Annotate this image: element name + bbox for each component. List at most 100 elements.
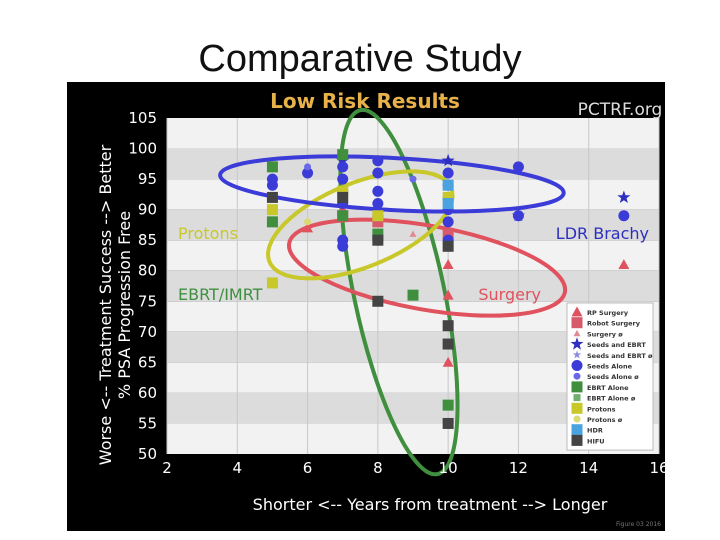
seeds-alone-point	[618, 210, 630, 222]
protons-point	[266, 204, 278, 216]
legend-marker	[571, 381, 583, 393]
y-tick-label: 65	[138, 353, 157, 371]
annotation-surgery: Surgery	[478, 285, 541, 304]
robot-surgery-point	[442, 228, 454, 240]
y-tick-label: 60	[138, 384, 157, 402]
x-tick-label: 6	[303, 459, 313, 477]
y-axis-label: Worse <-- Treatment Success --> Better	[96, 144, 115, 465]
protons-point	[304, 218, 312, 226]
legend-label: HDR	[587, 427, 603, 435]
legend-label: Seeds and EBRT	[587, 341, 646, 349]
annotation-ldr-brachy: LDR Brachy	[556, 224, 649, 243]
slide-title: Comparative Study	[198, 38, 522, 80]
legend-marker	[571, 317, 583, 329]
legend-label: EBRT Alone	[587, 384, 629, 392]
legend-marker	[573, 394, 581, 402]
seeds-alone-point	[442, 167, 454, 179]
x-tick-label: 8	[373, 459, 383, 477]
seeds-alone-point	[304, 163, 312, 171]
rp-surgery-point	[302, 222, 314, 233]
plot-band	[167, 118, 659, 149]
y-tick-label: 55	[138, 414, 157, 432]
x-tick-label: 14	[579, 459, 598, 477]
y-axis-label-secondary: % PSA Progression Free	[115, 211, 134, 399]
x-tick-label: 4	[233, 459, 243, 477]
annotation-protons: Protons	[178, 224, 238, 243]
legend-label: HIFU	[587, 437, 605, 445]
seeds-alone-point	[337, 161, 349, 173]
y-tick-label: 50	[138, 445, 157, 463]
legend-marker	[573, 329, 581, 337]
rp-surgery-point	[618, 259, 630, 270]
seeds-alone-point	[409, 175, 417, 183]
legend-marker	[573, 372, 581, 380]
hifu-point	[372, 234, 384, 246]
ebrt-alone-point	[266, 216, 278, 228]
hifu-point	[266, 191, 278, 203]
hifu-point	[442, 320, 454, 332]
x-tick-label: 16	[649, 459, 665, 477]
legend-marker	[571, 402, 583, 414]
surgery-point	[409, 230, 417, 237]
seeds-and-ebrt-point	[441, 153, 455, 167]
legend-label: Seeds Alone	[587, 363, 633, 371]
x-axis-label: Shorter <-- Years from treatment --> Lon…	[253, 495, 608, 514]
legend-label: Seeds and EBRT ø	[587, 352, 653, 360]
protons-point	[442, 191, 454, 203]
ebrt-alone-point	[337, 149, 349, 161]
x-tick-label: 2	[162, 459, 172, 477]
ebrt-group-ellipse	[338, 107, 460, 477]
legend-label: Robot Surgery	[587, 320, 641, 328]
legend-label: Seeds Alone ø	[587, 373, 639, 381]
chart-figure: 2 4 6 8 10 12 14 16 50 55 60 65 70 75 80 85 90 95 100 105 P…	[67, 82, 665, 531]
seeds-alone-point	[266, 179, 278, 191]
annotation-ebrt-imrt: EBRT/IMRT	[178, 285, 263, 304]
legend-label: Protons	[587, 405, 616, 413]
legend-label: RP Surgery	[587, 309, 629, 317]
y-tick-label: 95	[138, 170, 157, 188]
protons-point	[266, 277, 278, 289]
x-tick-label: 12	[509, 459, 528, 477]
hifu-point	[337, 191, 349, 203]
hifu-point	[442, 240, 454, 252]
y-tick-label: 85	[138, 231, 157, 249]
rp-surgery-point	[442, 259, 454, 270]
seeds-alone-point	[512, 161, 524, 173]
legend-marker	[571, 424, 583, 436]
ebrt-alone-point	[372, 228, 384, 240]
legend-marker	[571, 434, 583, 446]
seeds-alone-point	[372, 167, 384, 179]
seeds-alone-point	[302, 167, 314, 179]
robot-surgery-point	[372, 216, 384, 228]
seeds-alone-point	[337, 240, 349, 252]
rp-surgery-point	[442, 289, 454, 300]
legend-marker	[572, 350, 582, 359]
hdr-point	[442, 198, 454, 210]
protons-point	[337, 185, 349, 197]
hifu-point	[372, 295, 384, 307]
watermark-text: PCTRF.org	[578, 100, 663, 120]
chart-title: Low Risk Results	[270, 89, 460, 113]
rp-surgery-point	[442, 356, 454, 367]
hifu-point	[442, 417, 454, 429]
seeds-alone-point	[372, 185, 384, 197]
legend-marker	[573, 415, 581, 423]
x-tick-label: 10	[439, 459, 458, 477]
y-tick-label: 90	[138, 201, 157, 219]
hdr-point	[442, 179, 454, 191]
seeds-alone-point	[372, 155, 384, 167]
ebrt-alone-point	[266, 161, 278, 173]
seeds-alone-point	[337, 173, 349, 185]
protons-point	[372, 210, 384, 222]
ebrt-alone-point	[407, 289, 419, 301]
legend-label: Surgery ø	[587, 330, 623, 338]
legend-marker	[570, 337, 584, 350]
y-tick-label: 100	[128, 140, 157, 158]
scatter-chart: 2 4 6 8 10 12 14 16 50 55 60 65 70 75 80 85 90 95 100 105 P…	[96, 89, 665, 528]
footer-credit: Figure 03 2016	[616, 521, 661, 528]
y-tick-label: 70	[138, 323, 157, 341]
legend-marker	[571, 306, 583, 317]
ldr-group-ellipse	[218, 154, 566, 214]
hifu-point	[442, 338, 454, 350]
legend-label: EBRT Alone ø	[587, 395, 636, 403]
